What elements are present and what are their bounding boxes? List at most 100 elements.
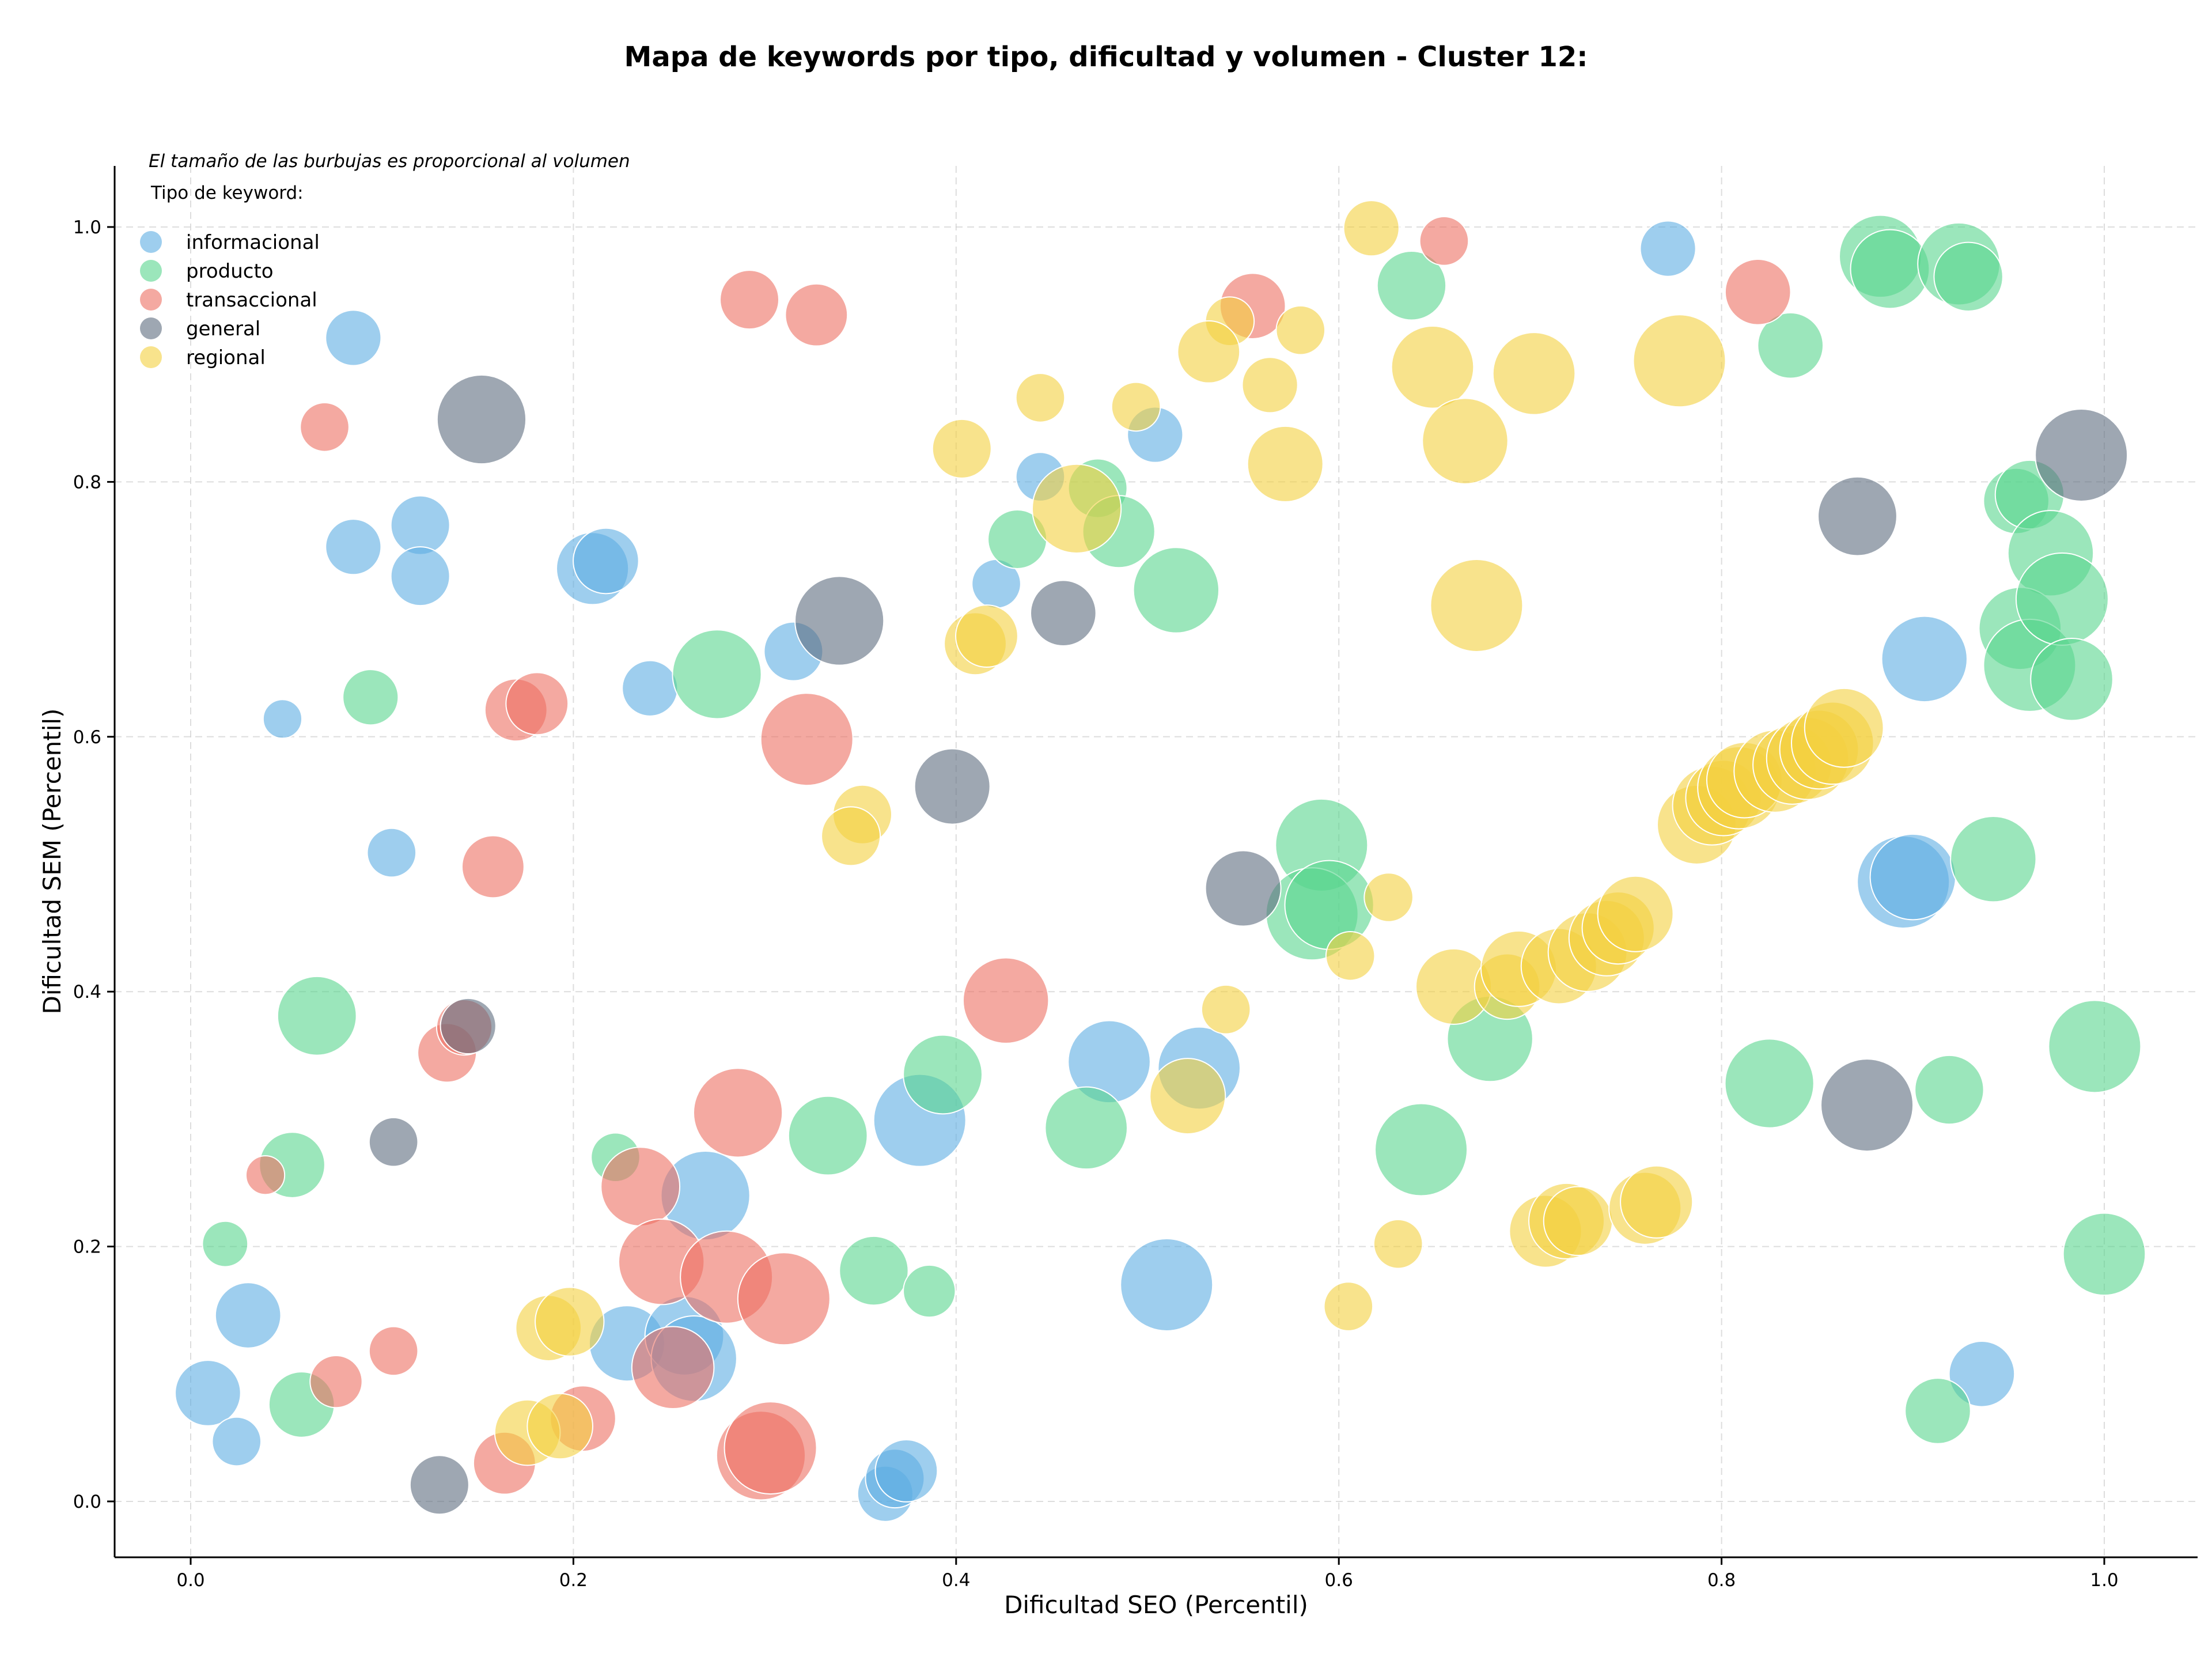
bubble-producto xyxy=(1376,251,1447,321)
bubble-informacional xyxy=(325,519,382,576)
x-tick-label: 0.4 xyxy=(942,1570,970,1591)
legend-marker-general xyxy=(140,317,162,339)
bubble-regional xyxy=(1015,373,1066,423)
bubble-producto xyxy=(2015,552,2109,646)
bubble-regional xyxy=(1391,326,1475,409)
bubble-general xyxy=(368,1117,419,1167)
bubble-transaccional xyxy=(461,835,525,899)
bubble-general xyxy=(1030,580,1097,647)
bubble-producto xyxy=(903,1034,983,1115)
series-informacional xyxy=(175,220,2016,1522)
chart-title: Mapa de keywords por tipo, dificultad y … xyxy=(624,41,1588,73)
bubble-regional xyxy=(1633,314,1726,408)
y-tick-label: 0.4 xyxy=(73,982,101,1002)
bubble-regional xyxy=(1149,1058,1226,1135)
bubble-regional xyxy=(1111,381,1161,432)
bubble-regional xyxy=(1492,332,1576,415)
bubble-regional xyxy=(1543,1186,1613,1257)
bubble-general xyxy=(2035,408,2128,502)
bubble-informacional xyxy=(262,699,303,739)
bubble-regional xyxy=(1177,320,1241,384)
bubble-transaccional xyxy=(1724,259,1791,326)
bubble-transaccional xyxy=(1419,216,1469,266)
bubble-producto xyxy=(1950,815,2037,903)
y-tick-label: 1.0 xyxy=(73,217,101,238)
bubble-producto xyxy=(787,1095,868,1176)
bubble-general xyxy=(914,748,991,825)
series-regional xyxy=(494,200,1884,1466)
bubble-transaccional xyxy=(760,693,854,786)
bubble-regional xyxy=(535,1287,605,1357)
bubble-transaccional xyxy=(962,957,1050,1044)
bubble-producto xyxy=(2030,637,2113,721)
bubble-informacional xyxy=(874,1439,938,1503)
bubble-producto xyxy=(672,629,762,720)
bubble-informacional xyxy=(214,1282,282,1349)
ticks: 0.0 0.0 0.2 0.2 0.4 0.4 0.6 0.6 0.8 0.8 1.0 1.0 xyxy=(73,217,2119,1591)
bubble-producto xyxy=(342,669,399,726)
bubble-producto xyxy=(903,1264,956,1318)
bubble-transaccional xyxy=(600,1147,681,1227)
bubble-producto xyxy=(1044,1086,1128,1170)
bubble-regional xyxy=(1373,1219,1423,1269)
y-tick-label: 0.0 xyxy=(73,1492,101,1512)
x-tick-label: 1.0 xyxy=(2090,1570,2118,1591)
bubble-regional xyxy=(1200,984,1251,1035)
bubble-informacional xyxy=(366,827,417,878)
axes xyxy=(113,166,2198,1558)
bubble-informacional xyxy=(325,309,382,366)
bubble-regional xyxy=(1430,558,1524,652)
bubble-informacional xyxy=(1948,1341,2016,1408)
bubble-general xyxy=(436,374,527,465)
bubble-informacional xyxy=(1869,833,1957,921)
bubble-transaccional xyxy=(309,1354,363,1409)
bubble-informacional xyxy=(175,1360,241,1427)
bubble-general xyxy=(1205,850,1282,927)
bubble-transaccional xyxy=(368,1326,419,1376)
bubble-informacional xyxy=(390,495,450,555)
legend-label-producto: producto xyxy=(186,260,274,283)
legend: Tipo de keyword: informacional producto tr… xyxy=(140,183,320,369)
bubble-regional xyxy=(1241,357,1298,414)
y-tick-label: 0.6 xyxy=(73,727,101,748)
series-general xyxy=(368,374,2128,1515)
bubble-regional xyxy=(821,806,881,867)
bubble-transaccional xyxy=(245,1155,286,1195)
bubble-transaccional xyxy=(692,1068,783,1158)
x-tick-label: 0.6 xyxy=(1325,1570,1353,1591)
bubble-informacional xyxy=(211,1416,262,1467)
bubble-producto xyxy=(1757,312,1824,379)
legend-label-general: general xyxy=(186,317,260,340)
bubble-general xyxy=(1820,1058,1914,1152)
bubbles xyxy=(175,200,2146,1522)
bubble-regional xyxy=(1363,872,1414,922)
x-tick-label: 0.8 xyxy=(1707,1570,1736,1591)
bubble-producto xyxy=(1914,1054,1984,1125)
legend-marker-transaccional xyxy=(140,289,162,311)
bubble-producto xyxy=(2048,1000,2142,1094)
bubble-regional xyxy=(1422,398,1509,485)
bubble-producto xyxy=(2062,1212,2146,1296)
bubble-regional xyxy=(1325,930,1376,981)
bubble-regional xyxy=(1031,463,1122,554)
y-tick-label: 0.8 xyxy=(73,472,101,493)
bubble-regional xyxy=(527,1393,593,1460)
bubble-transaccional xyxy=(719,270,780,330)
bubble-transaccional xyxy=(785,283,849,347)
bubble-regional xyxy=(1275,305,1326,355)
bubble-producto xyxy=(1724,1038,1815,1129)
bubble-informacional xyxy=(1881,615,1968,703)
legend-marker-regional xyxy=(140,346,162,368)
bubble-regional xyxy=(1620,1165,1694,1239)
bubble-producto xyxy=(1904,1378,1971,1444)
bubble-regional xyxy=(1343,200,1400,257)
bubble-regional xyxy=(1804,687,1884,768)
bubble-informacional xyxy=(573,527,639,595)
legend-label-informacional: informacional xyxy=(186,231,320,254)
bubble-informacional xyxy=(1639,220,1696,277)
legend-label-transaccional: transaccional xyxy=(186,289,317,312)
legend-title: Tipo de keyword: xyxy=(150,183,304,203)
bubble-regional xyxy=(1247,425,1324,502)
bubble-transaccional xyxy=(631,1326,715,1410)
